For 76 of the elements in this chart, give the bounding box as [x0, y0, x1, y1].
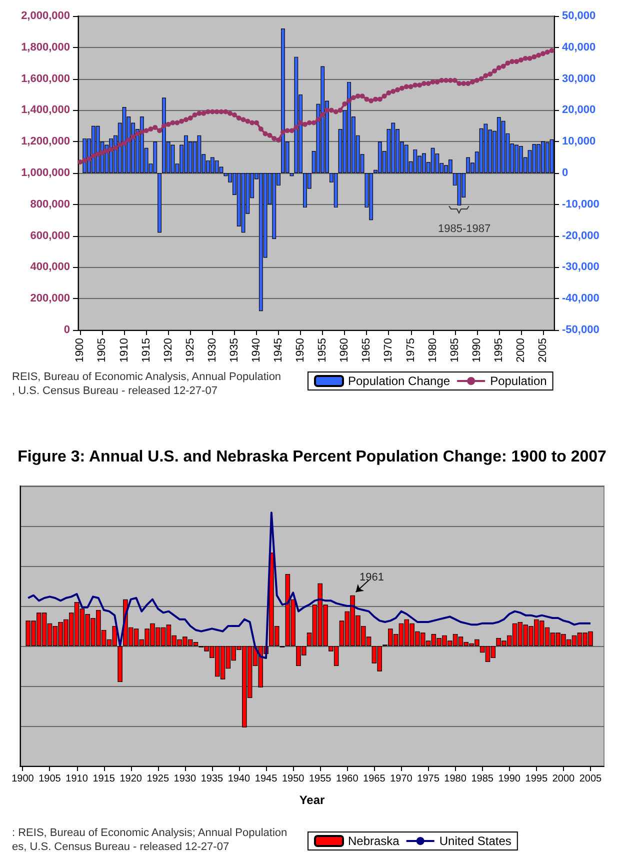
x-tick-label: 1900: [74, 338, 86, 362]
x-tick-label: 1990: [470, 338, 483, 362]
text: : REIS, Bureau of Economic Analysis; Annual Population es, U.S. Census Bureau - released 12-27-07: [12, 827, 288, 853]
x-tick-label: 1945: [254, 774, 278, 784]
x-tick-label: 1920: [120, 774, 142, 784]
x-tick-label: 1960: [336, 774, 359, 784]
x-tick-label: 1990: [498, 774, 521, 784]
annotation: 1985-1987: [438, 223, 491, 235]
y2-tick-label: 40,000: [562, 41, 596, 54]
legend-label: Nebraska: [348, 834, 400, 848]
y-tick-label: 200,000: [30, 292, 70, 305]
x-tick-label: 1920: [162, 338, 174, 362]
y-tick-label: 1,000,000: [21, 167, 70, 179]
y-tick-label: 1,800,000: [21, 41, 70, 54]
x-tick-label: 1980: [426, 338, 439, 362]
x-tick-label: 1975: [404, 338, 417, 362]
x-tick-label: 1970: [390, 774, 413, 784]
x-tick-label: 1960: [338, 338, 351, 362]
y-tick-label: 2,000,000: [21, 10, 70, 22]
x-tick-label: 1945: [272, 338, 285, 362]
x-axis-title: Year: [299, 793, 326, 807]
y-tick-label: 1,200,000: [21, 136, 70, 148]
x-tick-label: 1975: [417, 774, 440, 784]
y-tick-label: 0: [64, 324, 70, 336]
x-tick-label: 1965: [363, 774, 386, 784]
x-tick-label: 1900: [12, 774, 34, 784]
x-tick-label: 1915: [92, 774, 116, 784]
x-tick-label: 1970: [382, 338, 395, 362]
y2-tick-label: -50,000: [562, 324, 600, 336]
x-tick-label: 1925: [184, 338, 196, 362]
x-tick-label: 1915: [140, 338, 152, 362]
y2-tick-label: 20,000: [562, 104, 596, 116]
y2-tick-label: 10,000: [562, 136, 596, 148]
x-tick-label: 1905: [96, 338, 108, 362]
x-tick-label: 1955: [308, 774, 332, 784]
x-tick-label: 1925: [146, 774, 170, 784]
legend-label: Population Change: [348, 374, 450, 388]
legend-label: United States: [439, 834, 512, 848]
x-tick-label: 1950: [282, 774, 305, 784]
x-tick-label: 1910: [118, 338, 130, 362]
x-tick-label: 1930: [174, 774, 196, 784]
x-tick-label: 1965: [360, 338, 373, 362]
x-tick-label: 1905: [38, 774, 62, 784]
y-tick-label: 400,000: [30, 261, 70, 274]
legend-label: Population: [490, 374, 547, 388]
text: REIS, Bureau of Economic Analysis, Annual Population , U.S. Census Bureau - released 12-27-07: [12, 371, 282, 397]
x-tick-label: 1955: [316, 338, 329, 362]
y-tick-label: 800,000: [30, 198, 70, 210]
x-tick-label: 1935: [228, 338, 240, 362]
x-tick-label: 1950: [294, 338, 307, 362]
x-tick-label: 1940: [250, 338, 262, 362]
x-tick-label: 1995: [492, 338, 505, 362]
y2-tick-label: -20,000: [562, 230, 600, 242]
x-tick-label: 2005: [536, 338, 549, 362]
x-tick-label: 1985: [448, 338, 461, 362]
x-tick-label: 1935: [200, 774, 224, 784]
x-tick-label: 1910: [66, 774, 88, 784]
y2-tick-label: -10,000: [562, 198, 600, 210]
y2-tick-label: 50,000: [562, 10, 596, 22]
x-tick-label: 2000: [552, 774, 576, 784]
x-tick-label: 1985: [471, 774, 494, 784]
y2-tick-label: 30,000: [562, 72, 596, 85]
x-tick-label: 2005: [579, 774, 602, 784]
y2-tick-label: -30,000: [562, 261, 600, 274]
chart-title: Figure 3: Annual U.S. and Nebraska Percent Population Change: 1900 to 2007: [18, 448, 607, 466]
y2-tick-label: 0: [562, 167, 568, 179]
y-tick-label: 1,600,000: [21, 72, 70, 85]
x-tick-label: 1995: [525, 774, 548, 784]
x-tick-label: 2000: [514, 338, 527, 362]
y-tick-label: 600,000: [30, 230, 70, 242]
y-tick-label: 1,400,000: [21, 104, 70, 116]
x-tick-label: 1980: [444, 774, 467, 784]
annotation: 1961: [359, 572, 384, 584]
x-tick-label: 1940: [228, 774, 251, 784]
x-tick-label: 1930: [206, 338, 218, 362]
y2-tick-label: -40,000: [562, 292, 600, 305]
